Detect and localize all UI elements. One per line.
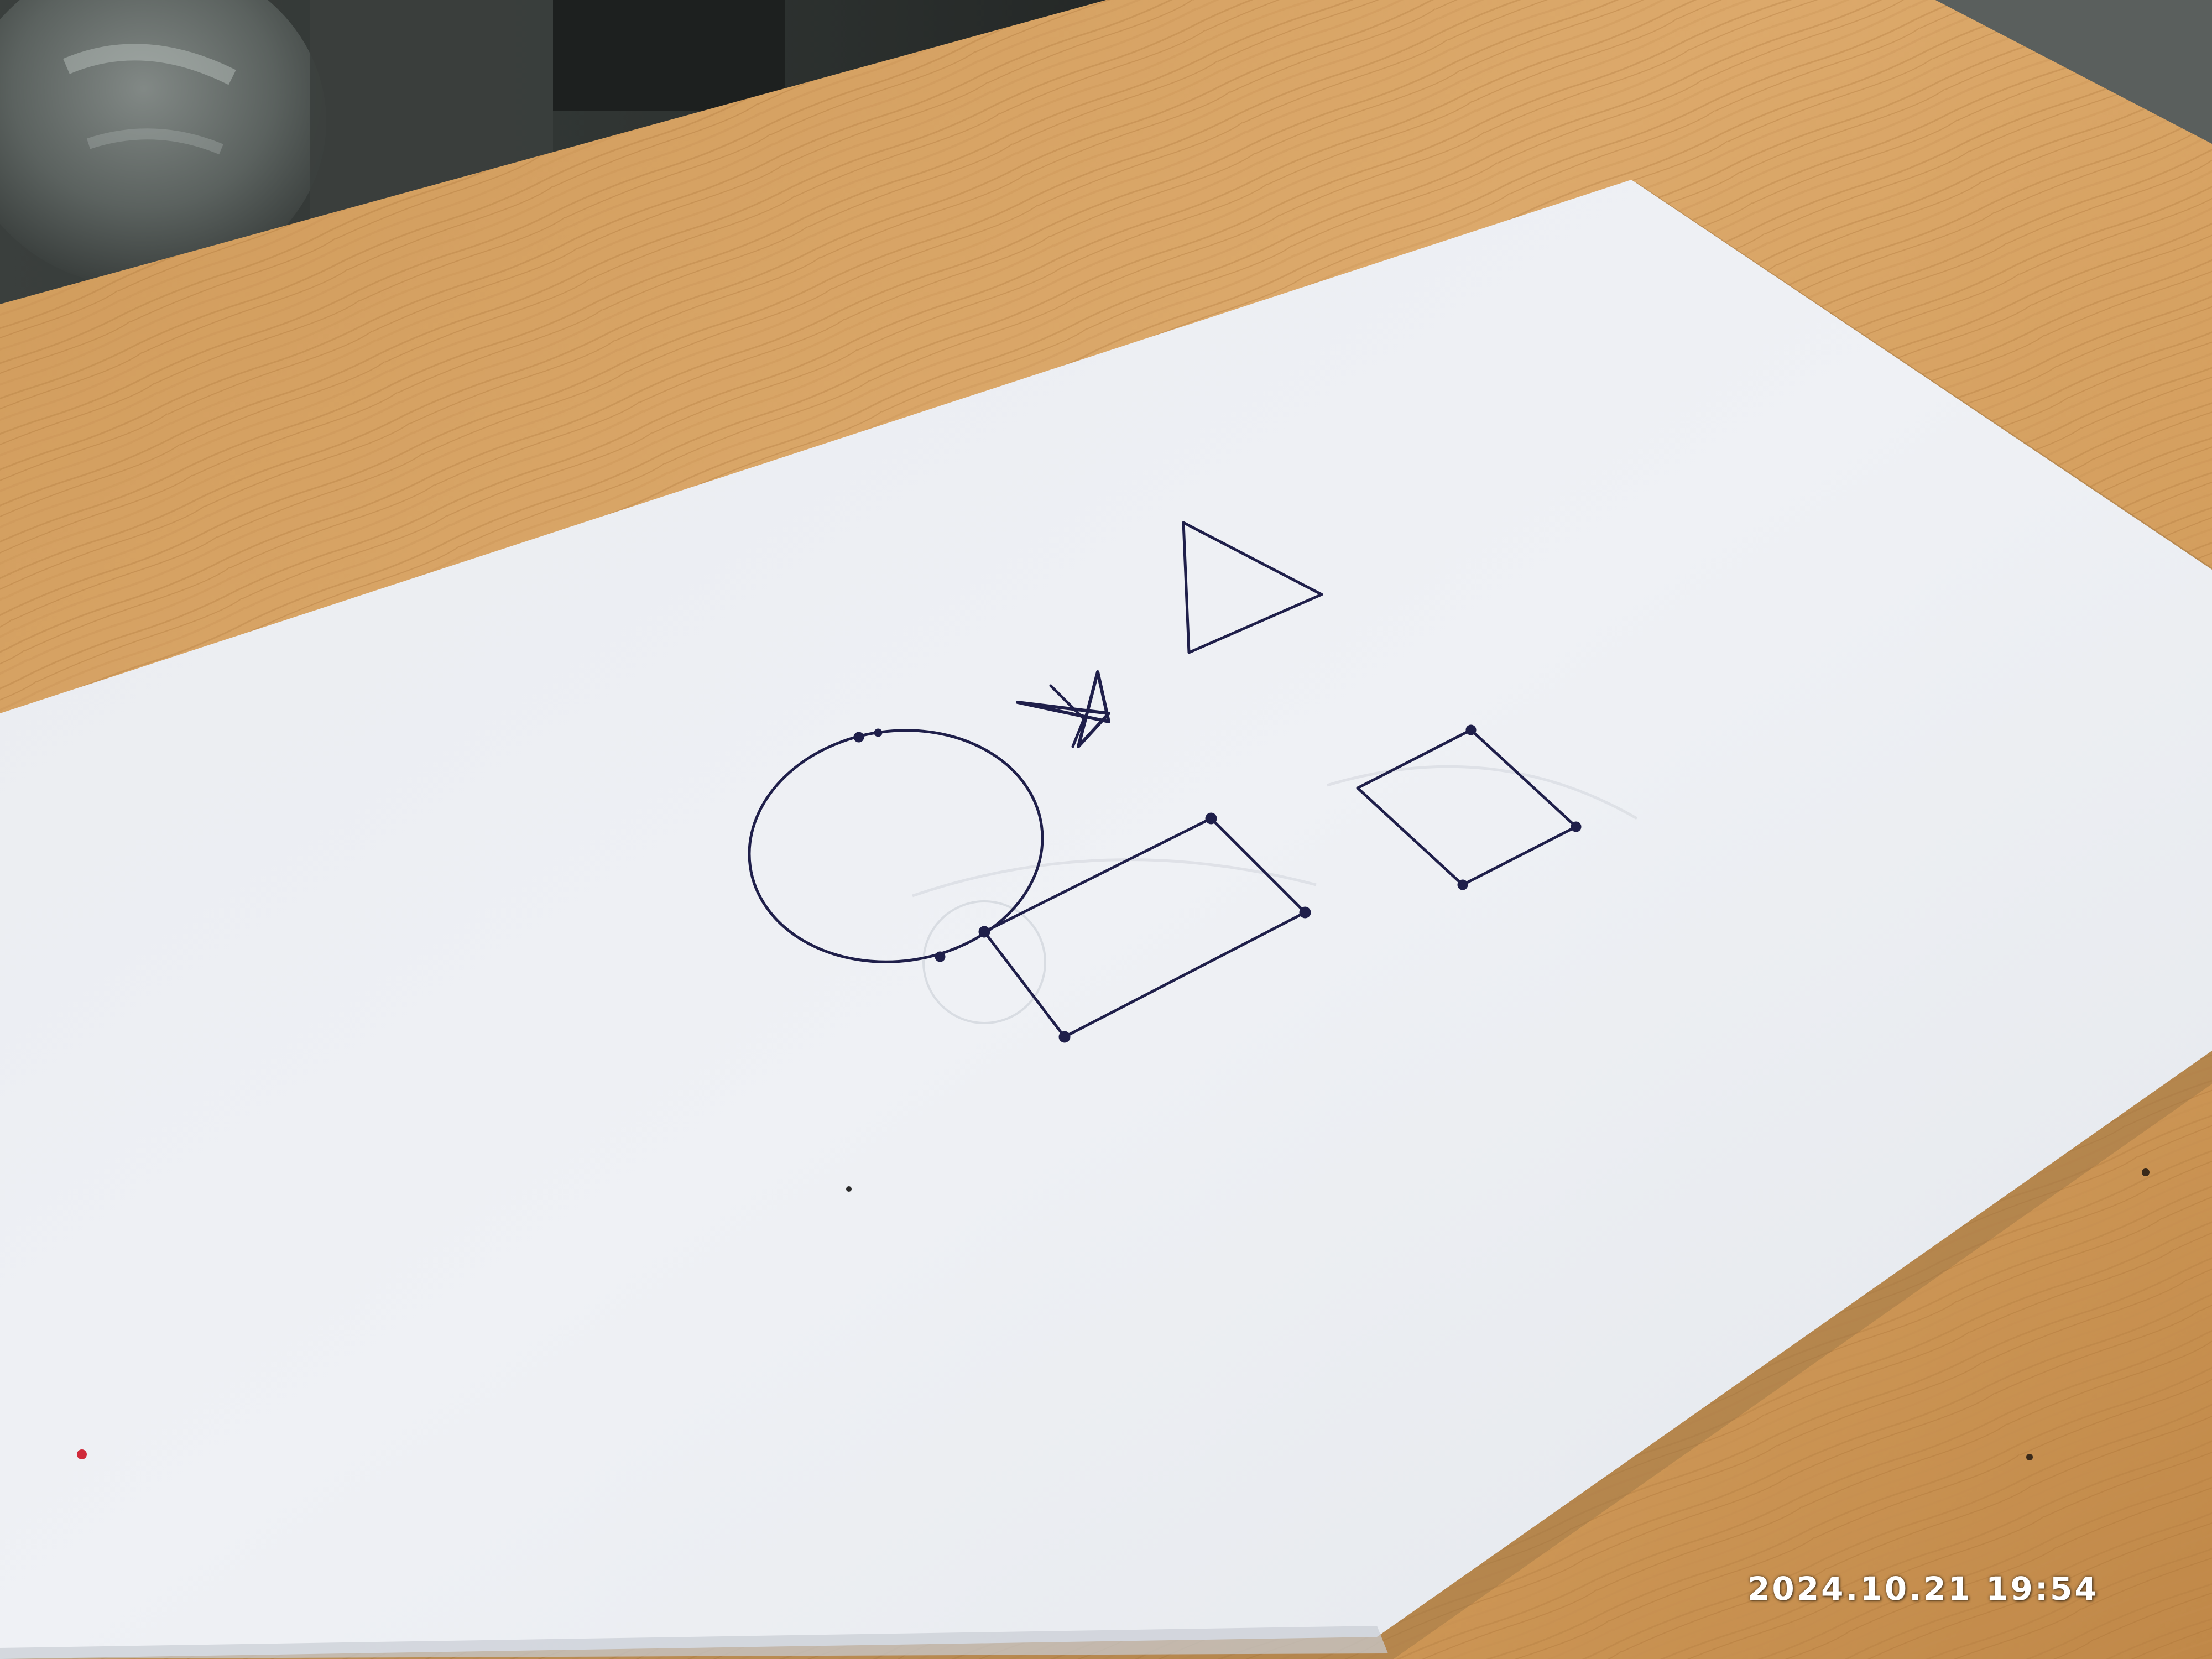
table-spot-2 [2026,1454,2033,1460]
ink-dot [846,1186,852,1192]
drawn-triangle [1182,521,1323,654]
photo-timestamp: 2024.10.21 19:54 [1747,1570,2099,1608]
paper-sheet [0,180,2212,1659]
red-mark [77,1449,87,1459]
drawn-star [1016,670,1110,748]
table-spot [2142,1168,2150,1176]
pen-drawing [748,521,1582,1043]
